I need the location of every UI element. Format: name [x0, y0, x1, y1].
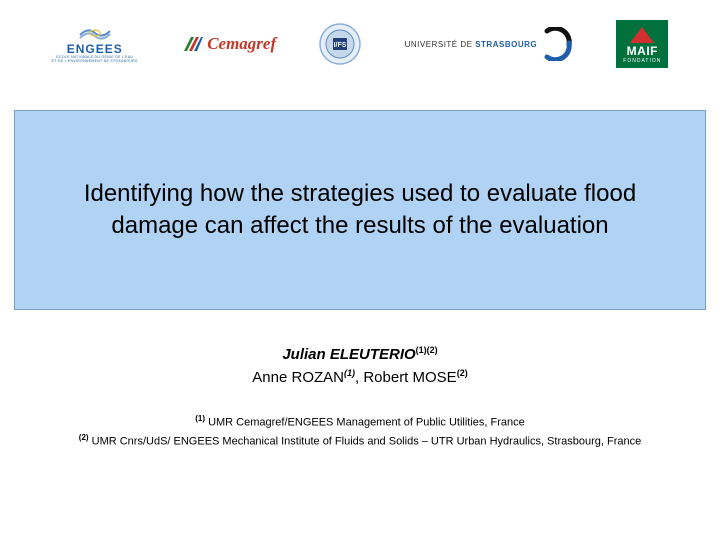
circle-badge-icon: I/FS: [319, 23, 361, 65]
lead-author: Julian ELEUTERIO(1)(2): [0, 344, 720, 367]
affil1-text: UMR Cemagref/ENGEES Management of Public…: [205, 417, 525, 429]
coauthor2-name: Robert MOSE: [363, 369, 456, 386]
engees-wave-icon: [78, 25, 112, 41]
cemagref-text: Cemagref: [207, 34, 276, 54]
lead-author-name: Julian ELEUTERIO: [282, 346, 415, 363]
lead-author-sup: (1)(2): [416, 345, 438, 355]
svg-text:I/FS: I/FS: [334, 42, 347, 49]
title-box: Identifying how the strategies used to e…: [14, 110, 706, 310]
presentation-title: Identifying how the strategies used to e…: [45, 178, 675, 243]
univ-str: STRASBOURG: [475, 40, 537, 49]
engees-main-text: ENGEES: [67, 43, 123, 55]
univ-pre: UNIVERSITÉ: [405, 40, 461, 49]
coauthor2-sup: (2): [457, 368, 468, 378]
affil2-text: UMR Cnrs/UdS/ ENGEES Mechanical Institut…: [89, 436, 642, 448]
cemagref-stripes-icon: [181, 33, 203, 55]
univ-strasbourg-logo: UNIVERSITÉ DE STRASBOURG: [405, 22, 573, 66]
coauthor1-sup: (1): [344, 368, 355, 378]
cemagref-logo: Cemagref: [181, 22, 276, 66]
affil2-sup: (2): [79, 433, 89, 442]
coauthor1-name: Anne ROZAN: [252, 369, 344, 386]
univ-swoosh-icon: [543, 27, 573, 61]
engees-logo: ENGEES ECOLE NATIONALE DU GENIE DE L'EAU…: [52, 22, 138, 66]
affiliation-2: (2) UMR Cnrs/UdS/ ENGEES Mechanical Inst…: [20, 432, 700, 451]
circle-logo: I/FS: [319, 22, 361, 66]
maif-triangle-icon: [630, 27, 654, 43]
maif-logo: MAIF FONDATION: [616, 22, 668, 66]
authors-block: Julian ELEUTERIO(1)(2) Anne ROZAN(1), Ro…: [0, 344, 720, 389]
affiliation-1: (1) UMR Cemagref/ENGEES Management of Pu…: [20, 413, 700, 432]
univ-de: DE: [460, 40, 475, 49]
univ-text: UNIVERSITÉ DE STRASBOURG: [405, 40, 537, 49]
maif-main-text: MAIF: [627, 44, 658, 58]
logo-row: ENGEES ECOLE NATIONALE DU GENIE DE L'EAU…: [0, 0, 720, 80]
affil1-sup: (1): [195, 414, 205, 423]
affiliations-block: (1) UMR Cemagref/ENGEES Management of Pu…: [0, 413, 720, 452]
maif-sub-text: FONDATION: [623, 58, 661, 64]
co-authors: Anne ROZAN(1), Robert MOSE(2): [0, 367, 720, 390]
engees-sub2: ET DE L'ENVIRONNEMENT DE STRASBOURG: [52, 60, 138, 64]
